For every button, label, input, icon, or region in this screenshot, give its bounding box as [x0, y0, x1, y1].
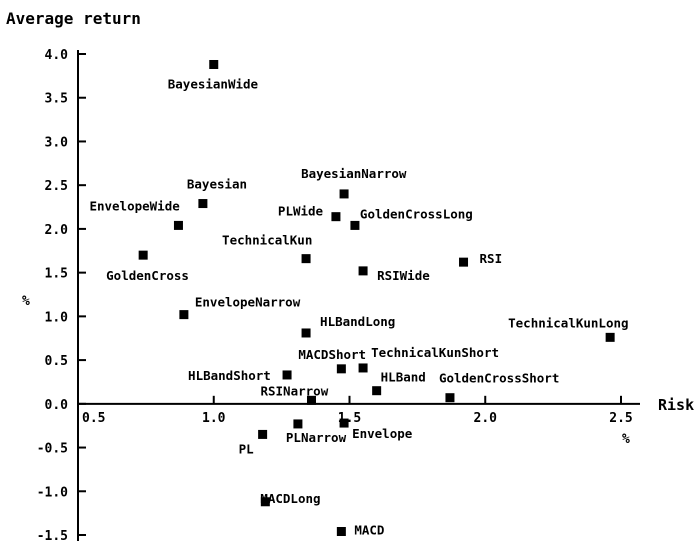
point-marker	[605, 332, 615, 342]
y-tick-label: 2.0	[45, 223, 69, 238]
data-point: PL	[239, 429, 268, 456]
data-point: RSI	[459, 251, 502, 267]
point-marker	[173, 220, 183, 230]
point-marker	[209, 59, 219, 69]
chart-title: Average return	[6, 9, 141, 28]
y-tick-label: 3.0	[45, 135, 69, 150]
point-marker	[293, 419, 303, 429]
point-marker	[358, 363, 368, 373]
point-label: EnvelopeNarrow	[195, 295, 301, 310]
x-axis: 0.5 1.0 1.5 2.0 2.5	[77, 395, 640, 426]
point-marker	[282, 370, 292, 380]
point-marker	[301, 328, 311, 338]
data-point: MACD	[336, 523, 384, 538]
y-tick-label: 1.5	[45, 267, 68, 282]
y-tick-label: 0.5	[45, 354, 68, 369]
y-tick-label: 2.5	[45, 179, 68, 194]
point-marker	[331, 212, 341, 222]
point-label: MACDLong	[260, 491, 320, 506]
point-label: PLWide	[278, 204, 324, 219]
data-point: PLNarrow	[286, 419, 347, 445]
point-marker	[179, 310, 189, 320]
point-label: GoldenCross	[106, 268, 189, 283]
x-axis-label: Risk	[658, 396, 694, 414]
point-marker	[339, 418, 349, 428]
point-marker	[306, 395, 316, 405]
data-point: PLWide	[278, 204, 341, 222]
data-point: MACDShort	[298, 347, 366, 374]
data-point: RSINarrow	[260, 383, 329, 405]
point-label: TechnicalKun	[222, 233, 312, 248]
data-point: TechnicalKun	[222, 233, 312, 264]
point-label: PLNarrow	[286, 430, 347, 445]
point-marker	[258, 429, 268, 439]
point-label: PL	[239, 441, 255, 456]
point-marker	[350, 220, 360, 230]
point-label: TechnicalKunShort	[371, 345, 499, 360]
data-point: HLBandLong	[301, 314, 395, 338]
data-point: MACDLong	[260, 491, 321, 507]
data-point: Bayesian	[187, 177, 247, 209]
data-point: RSIWide	[358, 266, 430, 283]
point-marker	[372, 386, 382, 396]
data-point: EnvelopeWide	[89, 198, 183, 230]
point-label: RSIWide	[377, 268, 430, 283]
x-tick-label: 2.0	[474, 411, 498, 426]
data-point: GoldenCrossShort	[439, 371, 559, 403]
point-label: MACD	[354, 523, 384, 538]
y-tick-label: 0.0	[45, 398, 69, 413]
data-point: GoldenCross	[106, 250, 189, 283]
point-marker	[336, 364, 346, 374]
point-marker	[339, 189, 349, 199]
point-label: RSINarrow	[260, 383, 328, 398]
point-label: BayesianWide	[168, 76, 259, 91]
point-label: HLBandShort	[188, 368, 271, 383]
point-label: RSI	[480, 251, 503, 266]
point-label: HLBandLong	[320, 314, 395, 329]
y-tick-label: 1.0	[45, 310, 69, 325]
data-point: GoldenCrossLong	[350, 206, 473, 230]
x-tick-label: 1.0	[202, 411, 226, 426]
x-tick-label: 0.5	[82, 411, 105, 426]
data-point: TechnicalKunLong	[508, 315, 629, 342]
point-marker	[459, 257, 469, 267]
x-axis-unit: %	[622, 432, 630, 447]
point-marker	[336, 527, 346, 537]
y-tick-label: -1.0	[37, 485, 68, 500]
data-point: HLBand	[372, 370, 426, 396]
y-tick-label: 4.0	[45, 48, 69, 63]
data-point: EnvelopeNarrow	[179, 295, 301, 320]
point-label: Envelope	[352, 426, 413, 441]
y-tick-label: -1.5	[37, 529, 68, 541]
point-label: HLBand	[381, 370, 426, 385]
data-point: HLBandShort	[188, 368, 292, 383]
point-marker	[301, 254, 311, 264]
data-point: Envelope	[339, 418, 413, 441]
point-marker	[358, 266, 368, 276]
point-marker	[260, 497, 270, 507]
point-label: BayesianNarrow	[301, 166, 407, 181]
y-tick-label: -0.5	[37, 442, 68, 457]
point-marker	[445, 393, 455, 403]
y-axis: 4.0 3.5 3.0 2.5 2.0 1.5 1.0 0.5 0.0 -0.5 -1.0 -1.5	[37, 48, 86, 541]
point-label: EnvelopeWide	[89, 198, 180, 213]
data-point: TechnicalKunShort	[358, 345, 499, 373]
data-points: BayesianWide BayesianNarrow Bayesian PLWide…	[89, 59, 629, 538]
point-marker	[198, 199, 208, 209]
point-label: TechnicalKunLong	[508, 315, 628, 330]
point-label: Bayesian	[187, 177, 247, 192]
point-label: GoldenCrossShort	[439, 371, 559, 386]
point-marker	[138, 250, 148, 260]
point-label: GoldenCrossLong	[360, 206, 473, 221]
y-axis-unit: %	[22, 294, 30, 309]
data-point: BayesianNarrow	[301, 166, 407, 199]
x-tick-label: 2.5	[609, 411, 632, 426]
point-label: MACDShort	[298, 347, 366, 362]
y-tick-label: 3.5	[45, 92, 68, 107]
data-point: BayesianWide	[168, 59, 259, 91]
